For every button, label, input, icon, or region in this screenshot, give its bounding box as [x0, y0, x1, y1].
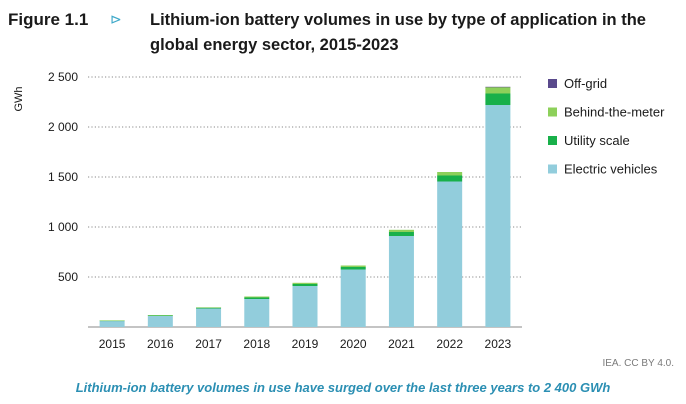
x-tick-label: 2021: [388, 337, 415, 351]
bar-utility-scale: [147, 315, 173, 316]
figure-label: Figure 1.1: [8, 10, 89, 29]
bar-behind-the-meter: [485, 87, 511, 94]
figure-title: Lithium-ion battery volumes in use by ty…: [150, 11, 646, 54]
legend-swatch: [548, 79, 557, 88]
y-tick-label: 500: [58, 270, 78, 284]
y-tick-label: 1 500: [48, 170, 78, 184]
bar-utility-scale: [340, 267, 366, 270]
bar-electric-vehicles: [99, 321, 125, 327]
bar-electric-vehicles: [437, 181, 463, 327]
bar-utility-scale: [196, 307, 222, 309]
bar-electric-vehicles: [292, 286, 318, 327]
x-tick-label: 2015: [99, 337, 126, 351]
bar-behind-the-meter: [196, 307, 222, 308]
x-tick-label: 2017: [195, 337, 222, 351]
bar-electric-vehicles: [388, 236, 414, 327]
y-tick-label: 1 000: [48, 220, 78, 234]
x-tick-label: 2023: [485, 337, 512, 351]
legend-swatch: [548, 164, 557, 174]
x-tick-label: 2016: [147, 337, 174, 351]
legend-label: Electric vehicles: [564, 162, 658, 177]
bar-behind-the-meter: [340, 265, 366, 267]
bar-utility-scale: [292, 284, 318, 286]
x-tick-label: 2020: [340, 337, 367, 351]
bar-utility-scale: [244, 297, 270, 299]
bar-electric-vehicles: [196, 308, 222, 327]
legend-swatch: [548, 136, 557, 145]
bar-behind-the-meter: [292, 282, 318, 284]
figure-arrow-icon: ⊳: [110, 11, 122, 27]
figure-caption: Lithium-ion battery volumes in use have …: [75, 380, 611, 395]
y-tick-label: 2 000: [48, 120, 78, 134]
legend-label: Behind-the-meter: [564, 105, 665, 120]
y-tick-label: 2 500: [48, 70, 78, 84]
bar-behind-the-meter: [147, 315, 173, 316]
legend-swatch: [548, 107, 557, 117]
x-tick-label: 2018: [243, 337, 270, 351]
bar-behind-the-meter: [244, 296, 270, 298]
bar-behind-the-meter: [437, 172, 463, 176]
bar-behind-the-meter: [388, 229, 414, 232]
legend-label: Utility scale: [564, 133, 630, 148]
bar-electric-vehicles: [485, 105, 511, 327]
legend-label: Off-grid: [564, 76, 607, 91]
y-axis-label: GWh: [13, 86, 25, 111]
bar-utility-scale: [437, 175, 463, 182]
bar-off-grid: [485, 86, 511, 88]
bar-utility-scale: [388, 232, 414, 236]
bar-behind-the-meter: [99, 320, 125, 321]
bar-utility-scale: [485, 93, 511, 105]
bar-electric-vehicles: [244, 299, 270, 327]
x-tick-label: 2022: [436, 337, 463, 351]
bar-electric-vehicles: [147, 316, 173, 327]
x-tick-label: 2019: [292, 337, 319, 351]
bar-electric-vehicles: [340, 269, 366, 327]
source-note: IEA. CC BY 4.0.: [602, 358, 674, 369]
